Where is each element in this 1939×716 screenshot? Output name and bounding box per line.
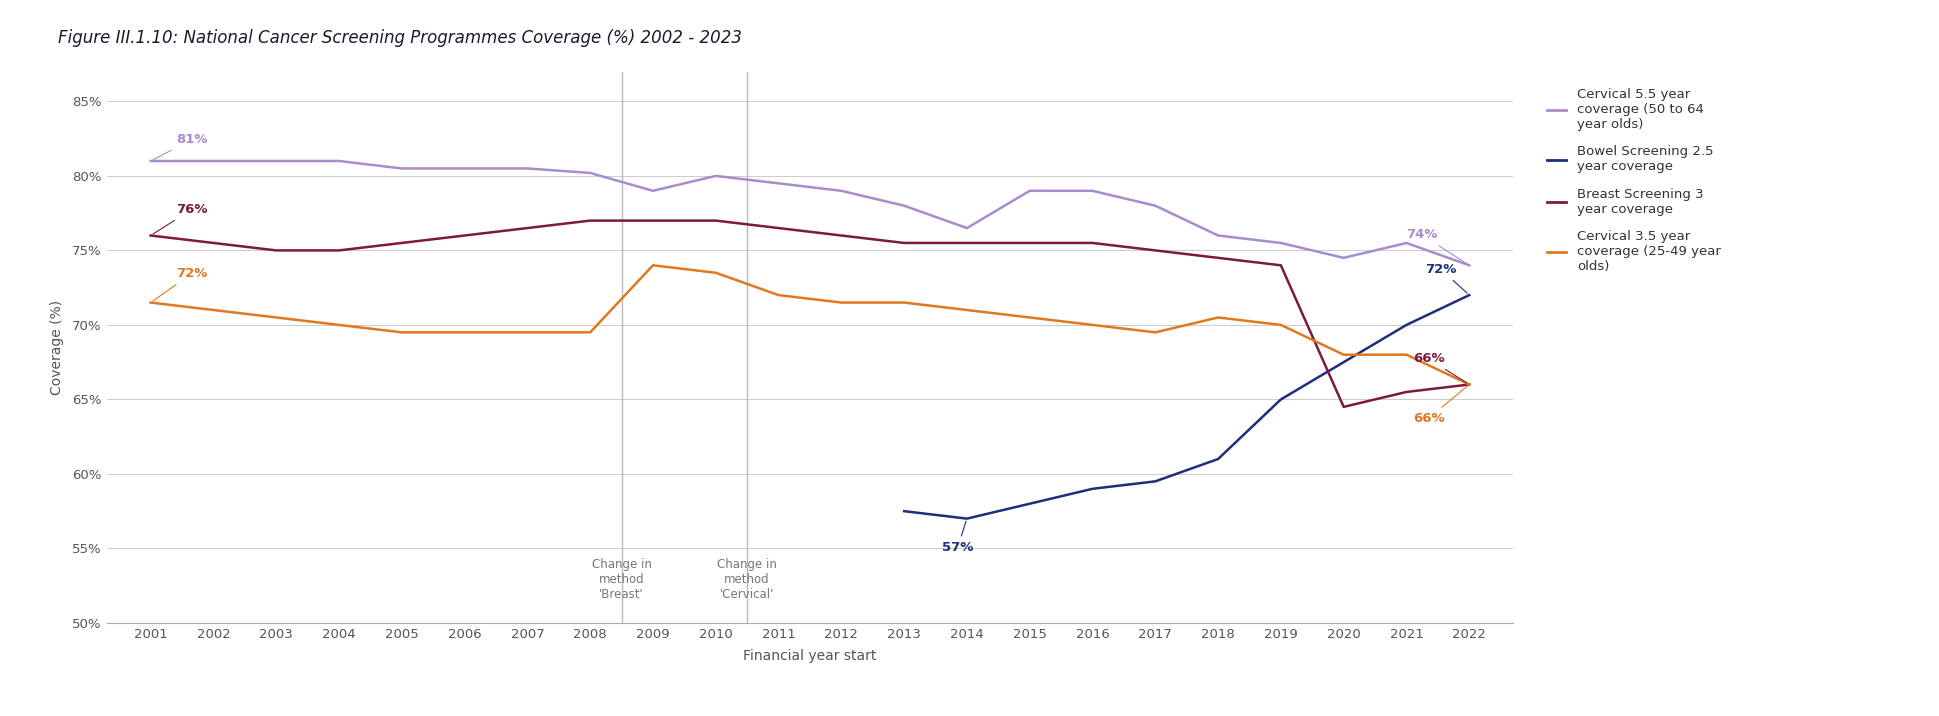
- Text: 66%: 66%: [1412, 387, 1466, 425]
- Legend: Cervical 5.5 year
coverage (50 to 64
year olds), Bowel Screening 2.5
year covera: Cervical 5.5 year coverage (50 to 64 yea…: [1540, 82, 1726, 279]
- Text: 72%: 72%: [153, 267, 207, 301]
- Text: Change in
method
'Breast': Change in method 'Breast': [591, 558, 652, 601]
- Text: 76%: 76%: [153, 203, 207, 234]
- Text: 57%: 57%: [940, 521, 973, 554]
- X-axis label: Financial year start: Financial year start: [743, 649, 876, 663]
- Text: 74%: 74%: [1406, 228, 1466, 263]
- Text: Figure III.1.10: National Cancer Screening Programmes Coverage (%) 2002 - 2023: Figure III.1.10: National Cancer Screeni…: [58, 29, 743, 47]
- Text: 81%: 81%: [153, 133, 207, 160]
- Text: 66%: 66%: [1412, 352, 1466, 383]
- Text: Change in
method
'Cervical': Change in method 'Cervical': [717, 558, 778, 601]
- Y-axis label: Coverage (%): Coverage (%): [50, 300, 64, 395]
- Text: 72%: 72%: [1425, 263, 1466, 294]
